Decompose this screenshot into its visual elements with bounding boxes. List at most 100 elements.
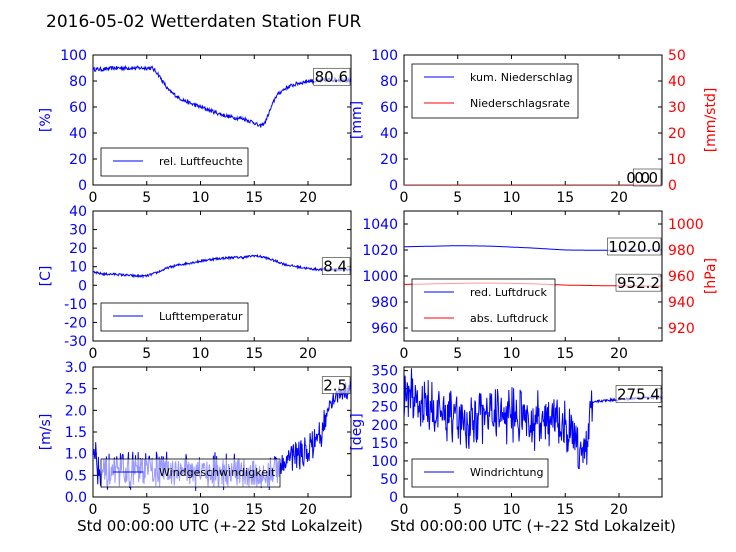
legend-label: Lufttemperatur xyxy=(159,310,243,323)
y-tick-label: 150 xyxy=(371,436,398,452)
legend-label: Windgeschwindigkeit xyxy=(159,466,276,479)
y-tick-label: 0.0 xyxy=(65,490,87,506)
y-tick-label: 250 xyxy=(371,400,398,416)
y-tick-label: 0 xyxy=(78,178,87,194)
y2-tick-label: 30 xyxy=(668,100,686,116)
y-tick-label: 960 xyxy=(371,321,398,337)
y-tick-label: 20 xyxy=(69,152,87,168)
y-axis-label: [%] xyxy=(38,108,54,132)
y-tick-label: 100 xyxy=(371,454,398,470)
last-value-annotation: 2.5 xyxy=(323,377,347,395)
legend-label: Niederschlagsrate xyxy=(470,97,570,110)
last-value-annotation: 275.4 xyxy=(617,386,660,404)
x-tick-label: 5 xyxy=(453,346,462,362)
y-tick-label: 350 xyxy=(371,364,398,380)
x-tick-label: 15 xyxy=(245,502,263,518)
x-tick-label: 0 xyxy=(89,502,98,518)
y-axis-label: [mm] xyxy=(349,101,365,139)
x-tick-label: 10 xyxy=(503,346,521,362)
y-tick-label: 0 xyxy=(78,278,87,294)
x-tick-label: 10 xyxy=(192,502,210,518)
x-tick-label: 5 xyxy=(142,190,151,206)
y2-axis-label: [mm/std] xyxy=(703,88,719,153)
y-tick-label: 1020 xyxy=(362,243,398,259)
y-tick-label: -10 xyxy=(64,297,87,313)
legend-box xyxy=(100,147,249,177)
y2-tick-label: 1000 xyxy=(668,217,704,233)
y-tick-label: 0.5 xyxy=(65,468,87,484)
y-axis-label: [C] xyxy=(38,266,54,287)
y-tick-label: 1000 xyxy=(362,269,398,285)
panel-precip: 0 5 10 15 20 0 20 40 60 80 100 0 10 20 30 40 50 [mm/std] [… xyxy=(349,48,719,206)
y-tick-label: 80 xyxy=(380,74,398,90)
x-tick-label: 5 xyxy=(453,190,462,206)
y-tick-label: -20 xyxy=(64,315,87,331)
x-tick-label: 15 xyxy=(556,346,574,362)
x-tick-label: 15 xyxy=(245,190,263,206)
legend-label: kum. Niederschlag xyxy=(470,71,573,84)
x-tick-label: 20 xyxy=(610,346,628,362)
legend-label: abs. Luftdruck xyxy=(470,312,549,325)
y-tick-label: 30 xyxy=(69,223,87,239)
y2-tick-label: 940 xyxy=(668,295,695,311)
x-axis-label-left: Std 00:00:00 UTC (+-22 Std Lokalzeit) xyxy=(77,517,363,535)
legend-label: rel. Luftfeuchte xyxy=(159,155,243,168)
last-value-annotation-box xyxy=(615,385,662,403)
x-tick-label: 15 xyxy=(556,502,574,518)
panel-pressure: 0 5 10 15 20 960 980 1000 1020 1040 920 940 960 980 10… xyxy=(362,210,719,362)
last-value-annotation: 0.0 xyxy=(634,169,658,187)
y-tick-label: 2.5 xyxy=(65,382,87,398)
x-tick-label: 10 xyxy=(192,346,210,362)
legend-box xyxy=(411,458,549,488)
y-tick-label: 1.0 xyxy=(65,447,87,463)
x-tick-label: 0 xyxy=(89,346,98,362)
x-tick-label: 0 xyxy=(400,190,409,206)
y2-tick-label: 20 xyxy=(668,126,686,142)
last-value-annotation: 8.4 xyxy=(323,258,347,276)
last-value-annotation-2: 0.0 xyxy=(626,169,650,187)
x-tick-label: 20 xyxy=(610,502,628,518)
x-axis-label-right: Std 00:00:00 UTC (+-22 Std Lokalzeit) xyxy=(390,517,676,535)
y-tick-label: 1.5 xyxy=(65,425,87,441)
legend-label: red. Luftdruck xyxy=(470,286,547,299)
legend-box xyxy=(100,302,249,332)
y-axis-label: [deg] xyxy=(349,413,365,450)
last-value-annotation-box xyxy=(313,67,351,86)
x-tick-label: 15 xyxy=(245,346,263,362)
y-tick-label: 3.0 xyxy=(65,360,87,376)
x-tick-label: 20 xyxy=(299,346,317,362)
y-tick-label: 200 xyxy=(371,418,398,434)
last-value-annotation-box xyxy=(607,237,662,256)
y-tick-label: 20 xyxy=(69,241,87,257)
last-value-annotation-box xyxy=(632,168,662,187)
series-line xyxy=(93,64,351,128)
y-axis-label: [m/s] xyxy=(38,414,54,451)
y-tick-label: 40 xyxy=(69,204,87,220)
last-value-annotation: 1020.0 xyxy=(608,238,661,256)
x-tick-label: 10 xyxy=(503,190,521,206)
y2-tick-label: 980 xyxy=(668,243,695,259)
last-value-annotation: 80.6 xyxy=(315,68,348,86)
legend-label: Windrichtung xyxy=(470,466,543,479)
panel-temperature: 0 5 10 15 20 -30 -20 -10 0 10 20 30 40 [C] Lufttempera… xyxy=(38,204,352,362)
x-tick-label: 5 xyxy=(142,502,151,518)
legend-box xyxy=(411,63,579,119)
x-tick-label: 0 xyxy=(400,346,409,362)
last-value-annotation-2-box xyxy=(615,273,662,292)
y2-axis-label: [hPa] xyxy=(703,258,719,294)
y-tick-label: 40 xyxy=(380,126,398,142)
y-tick-label: -30 xyxy=(64,334,87,350)
series-line xyxy=(93,253,351,279)
y-tick-label: 20 xyxy=(380,152,398,168)
x-tick-label: 0 xyxy=(400,502,409,518)
y-tick-label: 100 xyxy=(60,48,87,64)
figure-title: 2016-05-02 Wetterdaten Station FUR xyxy=(46,12,362,32)
panel-humidity: 0 5 10 15 20 0 20 40 60 80 100 [%] rel. Luftfeuchte 8… xyxy=(38,48,352,206)
legend-box xyxy=(100,458,281,488)
last-value-annotation-2: 952.2 xyxy=(617,274,660,292)
x-tick-label: 20 xyxy=(299,190,317,206)
y-tick-label: 0 xyxy=(389,178,398,194)
y2-tick-label: 50 xyxy=(668,48,686,64)
y-tick-label: 80 xyxy=(69,74,87,90)
